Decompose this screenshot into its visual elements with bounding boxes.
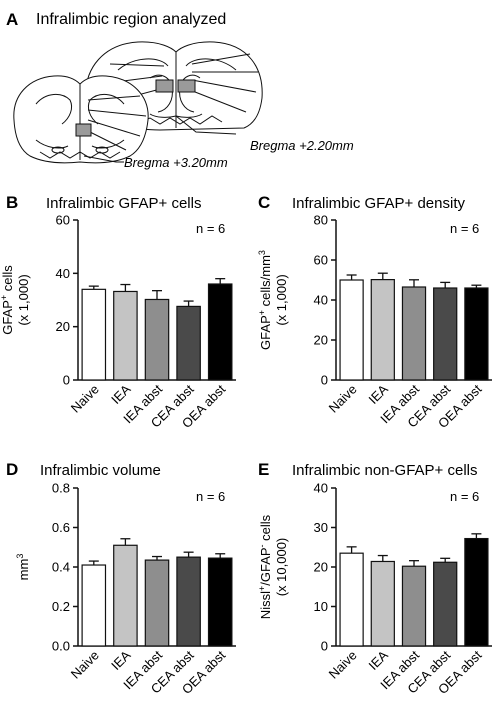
category-label: Naive <box>326 382 360 416</box>
bar <box>464 537 489 647</box>
panel-letter: E <box>258 460 269 479</box>
y-axis-label-part: GFAP <box>258 315 273 350</box>
y-tick-label: 80 <box>314 213 328 228</box>
infralimbic-region-marker <box>177 79 196 93</box>
y-tick-label: 0.8 <box>52 481 70 496</box>
bar <box>144 298 170 381</box>
bar <box>401 565 427 647</box>
chart-title: Infralimbic volume <box>40 462 161 479</box>
y-tick-label: 60 <box>56 213 70 228</box>
bregma-label: Bregma +3.20mm <box>124 155 228 170</box>
y-axis-label-part: /GFAP <box>258 547 273 585</box>
y-axis-label-part: cells/mm <box>258 255 273 310</box>
y-axis-label: (x 1,000) <box>274 274 289 325</box>
bar <box>433 561 458 647</box>
y-tick-label: 0 <box>63 373 70 388</box>
y-tick-label: 20 <box>314 560 328 575</box>
y-axis-label: Nissl+/GFAP- cells <box>257 514 273 619</box>
y-tick-label: 0.0 <box>52 639 70 654</box>
chart-title: Infralimbic GFAP+ cells <box>46 195 201 212</box>
y-axis-label-part: 3 <box>257 250 267 255</box>
y-axis-label-part: + <box>257 586 267 591</box>
y-axis-label-part: + <box>257 310 267 315</box>
bar <box>339 552 364 647</box>
y-tick-label: 40 <box>314 481 328 496</box>
panel-b: B Infralimbic GFAP+ cells n = 6 0 20 40 60 GFAP… <box>0 193 236 431</box>
infralimbic-region-marker <box>75 123 92 137</box>
y-axis-label-part: mm <box>16 559 31 581</box>
y-tick-label: 40 <box>314 293 328 308</box>
infralimbic-region-marker <box>155 79 174 93</box>
n-label: n = 6 <box>450 221 479 236</box>
y-axis-label: GFAP+ cells/mm3 <box>257 250 273 350</box>
bar <box>81 288 107 381</box>
panel-e: E Infralimbic non-GFAP+ cells n = 6 0 10 20 30… <box>257 460 492 697</box>
bar <box>113 544 138 647</box>
y-tick-label: 20 <box>56 319 70 334</box>
bar <box>370 279 395 381</box>
n-label: n = 6 <box>196 489 225 504</box>
brain-section-bregma-3-20 <box>13 75 149 164</box>
category-label: Naive <box>68 648 102 682</box>
y-axis-label: (x 1,000) <box>16 274 31 325</box>
panel-a: A Infralimbic region analyzed <box>6 10 354 170</box>
category-label: IEA <box>365 381 391 407</box>
y-tick-label: 60 <box>314 253 328 268</box>
bregma-label: Bregma +2.20mm <box>250 138 354 153</box>
y-axis-label-part: (x 1,000) <box>274 274 289 325</box>
bar <box>401 286 427 381</box>
y-axis-label-part: GFAP <box>0 300 15 335</box>
y-axis-label: GFAP+ cells <box>0 265 15 335</box>
chart-title: Infralimbic GFAP+ density <box>292 195 465 212</box>
y-axis-label-part: + <box>0 295 9 300</box>
y-axis-label: (x 10,000) <box>274 538 289 597</box>
bar <box>207 557 233 647</box>
bar <box>81 564 107 647</box>
panel-letter: D <box>6 460 18 479</box>
panel-d: D Infralimbic volume n = 6 0.0 0.2 0.4 0.6 0.8 m… <box>6 460 236 697</box>
bar <box>176 305 201 381</box>
y-axis-label-part: (x 1,000) <box>16 274 31 325</box>
bar <box>464 287 489 381</box>
n-label: n = 6 <box>450 489 479 504</box>
category-label: IEA <box>108 381 134 407</box>
bar <box>370 560 395 647</box>
y-axis-label-part: cells <box>258 514 273 544</box>
panel-letter: C <box>258 193 270 212</box>
bar <box>433 287 458 381</box>
n-label: n = 6 <box>196 221 225 236</box>
panel-letter: B <box>6 193 18 212</box>
bar <box>339 279 364 381</box>
bar <box>207 283 233 381</box>
y-axis-label-part: 3 <box>15 554 25 559</box>
bar <box>113 290 138 381</box>
y-axis-label-part: (x 10,000) <box>274 538 289 597</box>
bar <box>144 559 170 647</box>
chart-title: Infralimbic non-GFAP+ cells <box>292 462 478 479</box>
y-tick-label: 40 <box>56 266 70 281</box>
y-tick-label: 0 <box>321 373 328 388</box>
panel-a-title: Infralimbic region analyzed <box>36 11 226 28</box>
y-tick-label: 0.2 <box>52 599 70 614</box>
y-tick-label: 0 <box>321 639 328 654</box>
y-axis-label-part: - <box>257 544 267 547</box>
category-label: IEA <box>365 647 391 673</box>
category-label: IEA <box>108 647 134 673</box>
y-tick-label: 0.4 <box>52 560 70 575</box>
y-tick-label: 10 <box>314 599 328 614</box>
category-label: Naive <box>326 648 360 682</box>
y-axis-label-part: cells <box>0 265 15 295</box>
y-axis-label-part: Nissl <box>258 591 273 619</box>
y-tick-label: 20 <box>314 333 328 348</box>
bar <box>176 556 201 647</box>
panel-c: C Infralimbic GFAP+ density n = 6 0 20 40 60 80… <box>257 193 492 431</box>
brain-section-illustration <box>13 41 263 164</box>
y-tick-label: 30 <box>314 520 328 535</box>
y-tick-label: 0.6 <box>52 520 70 535</box>
category-label: Naive <box>68 382 102 416</box>
y-axis-label: mm3 <box>15 554 31 581</box>
panel-letter-a: A <box>6 10 18 29</box>
